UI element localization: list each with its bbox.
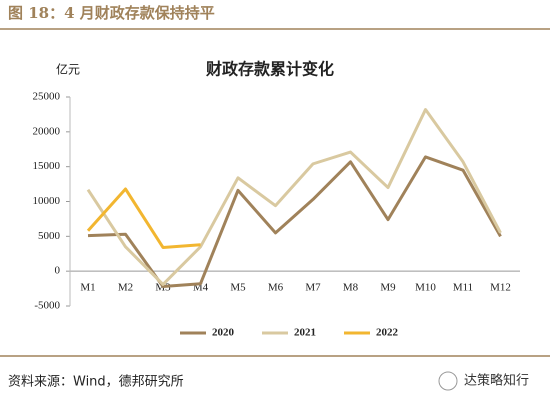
- x-tick-label: M10: [415, 282, 436, 294]
- line-series: [87, 155, 502, 288]
- y-axis-label: 亿元: [56, 62, 80, 77]
- x-tick-label: M9: [380, 282, 396, 294]
- watermark: 达策略知行: [464, 373, 529, 389]
- y-tick-label: -5000: [34, 300, 60, 312]
- y-tick-label: 10000: [33, 195, 61, 207]
- y-tick-label: 20000: [33, 125, 61, 137]
- y-tick-label: 0: [55, 265, 61, 277]
- line-series: [86, 187, 201, 249]
- watermark-icon: [438, 371, 458, 391]
- chart-title: 财政存款累计变化: [205, 60, 334, 79]
- x-tick-label: M1: [80, 282, 95, 294]
- x-tick-label: M12: [490, 282, 511, 294]
- y-tick-label: 15000: [33, 160, 61, 172]
- line-series: [86, 108, 502, 286]
- y-tick-label: 5000: [38, 230, 61, 242]
- legend-label: 2020: [212, 327, 235, 339]
- x-tick-label: M6: [268, 282, 284, 294]
- legend-label: 2021: [294, 327, 316, 339]
- x-tick-label: M11: [453, 282, 473, 294]
- figure-title: 图 18：4 月财政存款保持持平: [8, 4, 215, 22]
- x-tick-label: M8: [343, 282, 359, 294]
- legend-label: 2022: [376, 327, 399, 339]
- y-tick-label: 25000: [33, 91, 61, 103]
- x-tick-label: M5: [230, 282, 246, 294]
- x-tick-label: M7: [305, 282, 321, 294]
- source: 资料来源：Wind，德邦研究所: [8, 375, 184, 390]
- x-tick-label: M2: [118, 282, 133, 294]
